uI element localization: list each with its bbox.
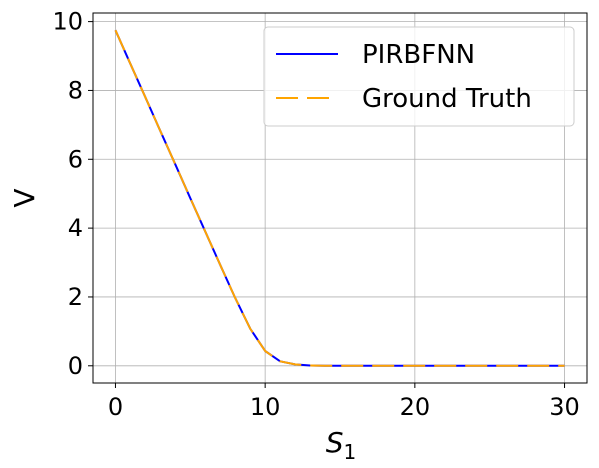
ticks: 0 10 20 30 0 2 4 6 8 10: [52, 8, 579, 421]
y-tick-label: 0: [68, 352, 83, 380]
series-line-ground-truth: [114, 29, 565, 367]
legend-box: [263, 26, 575, 127]
x-tick-label: 10: [250, 393, 281, 421]
x-tick-label: 0: [108, 393, 123, 421]
y-tick-label: 6: [68, 145, 83, 173]
x-axis-label-main: S: [326, 426, 344, 459]
y-tick-label: 10: [52, 8, 83, 36]
y-tick-label: 8: [68, 76, 83, 104]
legend-label-ground-truth: Ground Truth: [362, 84, 532, 114]
plot-frame: [92, 12, 588, 384]
y-tick-label: 4: [68, 214, 83, 242]
x-tick-label: 20: [400, 393, 431, 421]
legend: PIRBFNN Ground Truth: [263, 26, 575, 127]
series-lines: [114, 29, 565, 367]
y-tick-label: 2: [68, 283, 83, 311]
x-tick-label: 30: [549, 393, 580, 421]
x-axis-label-subscript: 1: [344, 440, 357, 464]
x-axis-label: S1: [326, 426, 357, 464]
legend-label-pirbfnn: PIRBFNN: [362, 40, 475, 70]
y-axis-label: V: [8, 188, 41, 207]
